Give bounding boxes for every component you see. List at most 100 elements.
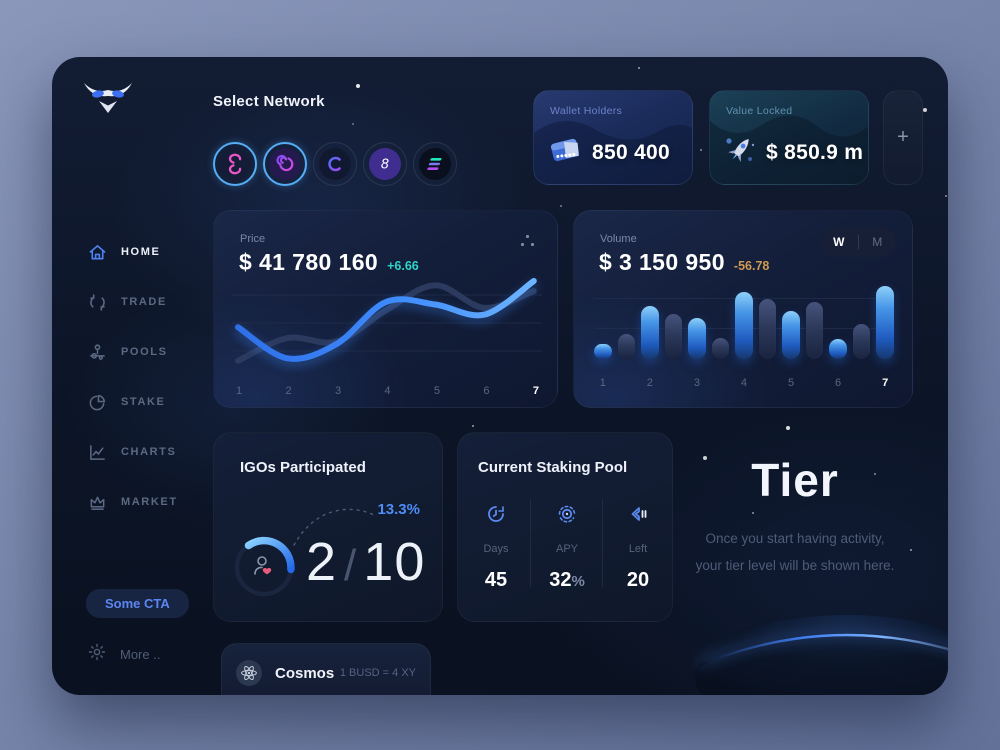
apy-target-icon <box>531 501 603 527</box>
volume-bar <box>664 314 683 359</box>
value-locked-label: Value Locked <box>726 105 793 117</box>
volume-bar <box>829 339 847 359</box>
c-chain-icon <box>319 148 351 180</box>
dashed-connector <box>293 508 375 546</box>
sidebar-item-charts[interactable]: CHARTS <box>88 439 218 465</box>
staking-apy-stat: APY 32% <box>531 501 603 592</box>
solana-icon <box>419 148 451 180</box>
planet-horizon <box>695 615 948 695</box>
drag-dots-icon[interactable] <box>521 235 535 247</box>
network-c-chain[interactable] <box>313 142 357 186</box>
pools-icon <box>88 343 107 362</box>
sidebar-item-home[interactable]: HOME <box>88 239 218 265</box>
igos-title: IGOs Participated <box>240 459 366 476</box>
sidebar-item-label: HOME <box>121 246 161 258</box>
toggle-week-button[interactable]: W <box>833 235 845 249</box>
volume-bar <box>782 311 800 359</box>
sparkle-icon <box>88 643 106 666</box>
igos-participated-card: IGOs Participated 13.3% 2 / 10 <box>213 432 443 622</box>
price-series-current <box>235 278 537 362</box>
network-selector: 8 <box>213 142 457 186</box>
volume-bar <box>594 344 612 359</box>
price-value: $ 41 780 160 <box>239 249 379 275</box>
dashboard-panel: HOME TRADE POOLS STAKE CHARTS <box>52 57 948 695</box>
cosmos-name: Cosmos <box>275 664 335 682</box>
thorchain-icon: 8 <box>369 148 401 180</box>
volume-bar <box>876 286 894 359</box>
select-network-title: Select Network <box>213 93 325 110</box>
sidebar-item-pools[interactable]: POOLS <box>88 339 218 365</box>
network-thorchain[interactable]: 8 <box>363 142 407 186</box>
rocket-icon <box>722 133 758 172</box>
staking-pool-card: Current Staking Pool Days 45 APY 32% <box>457 432 673 622</box>
tier-title: Tier <box>751 454 839 506</box>
volume-bar-chart <box>594 283 894 359</box>
sidebar-item-market[interactable]: MARKET <box>88 489 218 515</box>
network-evmos[interactable] <box>213 142 257 186</box>
toggle-month-button[interactable]: M <box>872 235 883 249</box>
price-change: +6.66 <box>387 259 419 273</box>
owl-logo-icon[interactable] <box>82 79 134 125</box>
network-osmosis[interactable] <box>263 142 307 186</box>
more-button[interactable]: More .. <box>88 643 160 666</box>
market-icon <box>88 493 107 512</box>
sidebar-item-stake[interactable]: STAKE <box>88 389 218 415</box>
trade-icon <box>88 293 107 312</box>
price-line-chart <box>232 278 542 364</box>
volume-bar <box>711 338 730 359</box>
volume-bar <box>688 318 706 359</box>
sidebar-item-label: MARKET <box>121 496 178 508</box>
tier-description: Once you start having activity, your tie… <box>695 531 895 573</box>
igos-total: 10 <box>363 532 426 592</box>
igos-gauge <box>234 536 295 597</box>
value-locked-value: $ 850.9 m <box>766 140 864 164</box>
cosmos-atom-icon <box>236 660 262 686</box>
volume-bar <box>805 302 824 359</box>
stake-icon <box>88 393 107 412</box>
clock-icon <box>460 501 532 527</box>
network-solana[interactable] <box>413 142 457 186</box>
volume-value: $ 3 150 950 <box>599 249 725 275</box>
volume-bar <box>758 299 777 359</box>
evmos-icon <box>219 148 251 180</box>
volume-bar <box>617 334 636 359</box>
volume-change: -56.78 <box>733 259 770 273</box>
volume-bar <box>735 292 753 359</box>
osmosis-icon <box>269 148 301 180</box>
volume-bar <box>852 324 871 359</box>
sidebar-item-label: CHARTS <box>121 446 177 458</box>
staking-left-stat: Left 20 <box>602 501 672 592</box>
staking-title: Current Staking Pool <box>478 459 628 476</box>
volume-bar <box>641 306 659 359</box>
price-series-previous <box>235 282 537 364</box>
price-label: Price <box>240 233 266 245</box>
value-locked-card: Value Locked $ 850.9 m <box>709 90 869 185</box>
time-left-icon <box>602 501 672 527</box>
period-toggle: W M <box>820 227 896 257</box>
add-widget-button[interactable]: + <box>883 90 923 185</box>
wallet-holders-value: 850 400 <box>592 140 671 164</box>
svg-text:8: 8 <box>381 158 389 173</box>
heart-icon <box>262 567 272 575</box>
some-cta-button[interactable]: Some CTA <box>86 589 189 618</box>
cosmos-rate: 1 BUSD = 4 XY <box>339 667 416 679</box>
volume-label: Volume <box>600 233 637 245</box>
sidebar-item-label: TRADE <box>121 296 167 308</box>
wallet-holders-card: Wallet Holders 850 400 <box>533 90 693 185</box>
sidebar-item-label: STAKE <box>121 396 166 408</box>
charts-icon <box>88 443 107 462</box>
sidebar-item-label: POOLS <box>121 346 168 358</box>
igos-separator: / <box>344 541 357 590</box>
wallet-icon <box>546 133 584 172</box>
sidebar-item-trade[interactable]: TRADE <box>88 289 218 315</box>
wallet-holders-label: Wallet Holders <box>550 105 623 117</box>
participant-heart-icon <box>254 556 267 575</box>
home-icon <box>88 243 107 262</box>
igos-current: 2 <box>306 532 338 592</box>
plus-icon: + <box>897 126 909 148</box>
cosmos-list-item[interactable]: Cosmos 1 BUSD = 4 XY <box>221 643 431 695</box>
